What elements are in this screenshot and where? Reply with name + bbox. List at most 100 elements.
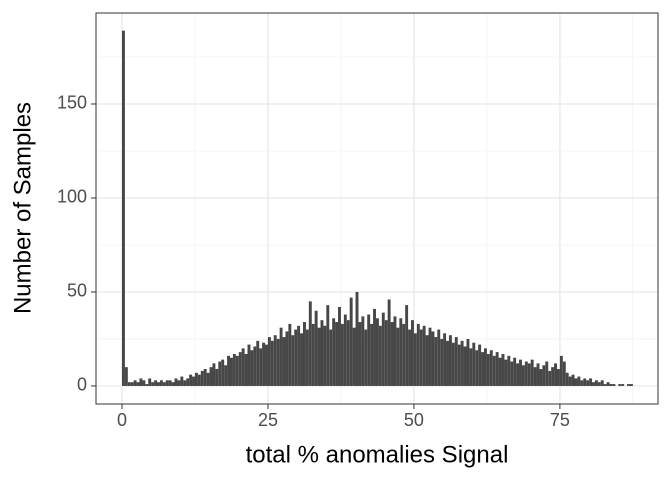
- bar: [600, 380, 604, 386]
- y-tick-label: 0: [77, 375, 87, 395]
- bar: [121, 30, 125, 386]
- bar: [142, 380, 146, 386]
- bar: [428, 327, 432, 386]
- bar: [151, 382, 155, 386]
- bar: [168, 380, 172, 386]
- bar: [244, 353, 248, 386]
- bar: [148, 378, 152, 386]
- bar: [405, 305, 409, 386]
- bar: [224, 365, 228, 386]
- bar: [390, 322, 394, 386]
- bar: [492, 355, 496, 386]
- bar: [212, 363, 216, 386]
- bar: [419, 329, 423, 386]
- bar: [521, 365, 525, 386]
- bar: [171, 382, 175, 386]
- bar: [218, 361, 222, 386]
- bar: [556, 369, 560, 386]
- bar: [425, 335, 429, 386]
- bar: [332, 318, 336, 386]
- bar: [463, 346, 467, 386]
- y-tick-label: 50: [67, 281, 87, 301]
- bar: [618, 384, 622, 386]
- bar: [460, 340, 464, 386]
- bar: [396, 327, 400, 386]
- bar: [180, 376, 184, 386]
- bar: [594, 380, 598, 386]
- bar: [320, 320, 324, 386]
- bar: [300, 333, 303, 386]
- bar: [527, 363, 531, 386]
- bar: [361, 316, 365, 386]
- bar: [589, 378, 593, 386]
- bar: [262, 342, 266, 386]
- bar: [370, 323, 374, 386]
- bar: [375, 318, 379, 386]
- bar: [267, 337, 271, 386]
- bar: [586, 380, 590, 386]
- bar: [559, 355, 563, 386]
- bar: [384, 320, 388, 386]
- bar: [256, 340, 260, 386]
- bar: [192, 376, 195, 386]
- bar: [302, 322, 306, 386]
- bar: [323, 325, 327, 386]
- bar: [408, 329, 412, 386]
- bar: [177, 380, 181, 386]
- bar: [282, 337, 286, 386]
- y-tick-label: 100: [57, 187, 87, 207]
- bar: [130, 382, 134, 386]
- bar: [516, 363, 520, 386]
- bar: [475, 350, 479, 386]
- bar: [358, 322, 362, 386]
- bar: [340, 323, 344, 386]
- bar: [434, 337, 438, 386]
- bar: [437, 329, 441, 386]
- bar: [422, 325, 426, 386]
- bars: [121, 30, 633, 386]
- bar: [597, 382, 601, 386]
- bar: [577, 376, 581, 386]
- bar: [592, 382, 595, 386]
- bar: [136, 382, 140, 386]
- bar: [253, 346, 257, 386]
- bar: [311, 323, 315, 386]
- bar: [346, 320, 350, 386]
- x-axis-title: total % anomalies Signal: [246, 441, 509, 468]
- bar: [127, 382, 131, 386]
- axes: 0 25 50 75 0 50 100 150: [57, 93, 570, 430]
- bar: [165, 380, 169, 386]
- bar: [443, 333, 447, 386]
- bar: [329, 329, 333, 386]
- bar: [314, 310, 318, 386]
- bar: [154, 380, 158, 386]
- bar: [609, 384, 613, 386]
- bar: [381, 312, 385, 386]
- bar: [621, 384, 625, 386]
- bar: [451, 342, 455, 386]
- bar: [206, 372, 210, 386]
- x-tick-label: 0: [117, 410, 127, 430]
- y-axis-title: Number of Samples: [9, 102, 36, 314]
- bar: [416, 323, 420, 386]
- bar: [472, 342, 476, 386]
- bar: [524, 361, 528, 386]
- bar: [562, 361, 566, 386]
- bar: [483, 348, 487, 386]
- bar: [446, 340, 449, 386]
- bar: [133, 380, 137, 386]
- bar: [583, 378, 587, 386]
- bar: [510, 361, 514, 386]
- bar: [352, 327, 356, 386]
- bar: [335, 322, 339, 386]
- bar: [501, 353, 505, 386]
- bar: [469, 348, 473, 386]
- bar: [276, 338, 280, 386]
- bar: [457, 344, 461, 386]
- bar: [513, 357, 517, 386]
- bar: [227, 355, 231, 386]
- bar: [200, 370, 204, 386]
